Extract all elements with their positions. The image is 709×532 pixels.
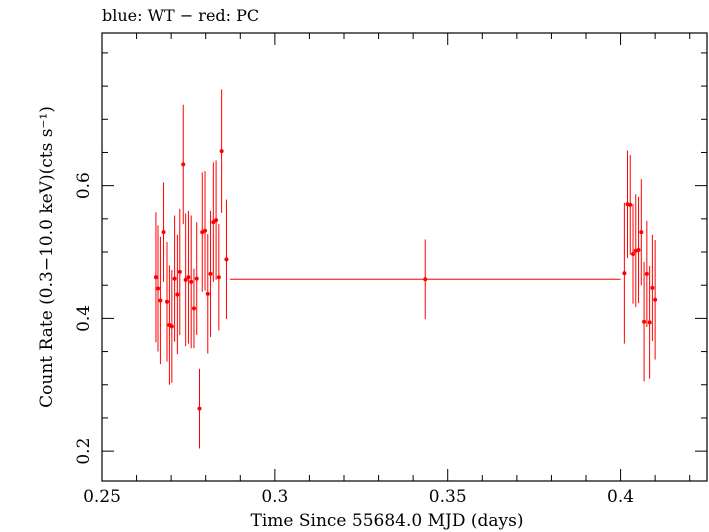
data-marker <box>158 298 163 303</box>
data-point <box>214 160 219 280</box>
data-point <box>639 179 644 286</box>
data-marker <box>153 275 158 280</box>
data-point <box>189 215 194 349</box>
x-tick-label: 0.3 <box>261 487 288 507</box>
data-marker <box>175 292 180 297</box>
data-point <box>203 171 208 291</box>
y-tick-label: 0.2 <box>74 438 94 465</box>
data-point <box>177 208 182 335</box>
data-point <box>622 202 627 344</box>
data-marker <box>181 162 186 167</box>
data-point <box>164 242 169 362</box>
data-marker <box>156 286 161 291</box>
data-point <box>644 220 649 328</box>
plot-frame <box>101 32 708 482</box>
data-marker <box>208 271 213 276</box>
data-point <box>631 204 636 304</box>
x-tick-label: 0.35 <box>429 487 467 507</box>
x-tick-label: 0.25 <box>83 487 121 507</box>
data-marker <box>172 276 177 281</box>
data-marker <box>205 291 210 296</box>
y-axis-label: Count Rate (0.3−10.0 keV)(cts s⁻¹) <box>37 106 57 408</box>
data-marker <box>177 269 182 274</box>
data-point <box>650 234 655 341</box>
data-point <box>653 240 658 360</box>
data-point <box>216 224 221 331</box>
x-tick-label: 0.4 <box>607 487 634 507</box>
data-marker <box>628 202 633 207</box>
data-marker <box>189 279 194 284</box>
data-point <box>208 210 213 337</box>
data-marker <box>631 252 636 257</box>
data-marker <box>653 297 658 302</box>
data-marker <box>214 218 219 223</box>
data-marker <box>219 149 224 154</box>
data-marker <box>169 324 174 329</box>
data-point <box>153 212 158 343</box>
y-tick-label: 0.4 <box>74 305 94 332</box>
data-marker <box>197 406 202 411</box>
data-marker <box>644 271 649 276</box>
data-point <box>183 213 188 347</box>
x-axis-label: Time Since 55684.0 MJD (days) <box>251 511 524 531</box>
data-marker <box>636 248 641 253</box>
data-marker <box>164 299 169 304</box>
data-marker <box>639 230 644 235</box>
data-point <box>181 104 186 225</box>
data-marker <box>186 275 191 280</box>
data-marker <box>211 220 216 225</box>
data-point <box>197 368 202 449</box>
data-marker <box>191 306 196 311</box>
data-point <box>161 182 166 282</box>
chart-title: blue: WT − red: PC <box>102 6 259 25</box>
data-marker <box>161 230 166 235</box>
data-point <box>156 225 161 352</box>
data-marker <box>216 275 221 280</box>
data-marker <box>642 319 647 324</box>
data-marker <box>647 320 652 325</box>
data-point <box>169 269 174 383</box>
data-point <box>194 222 199 335</box>
x-axis: 0.25 0.3 0.35 0.4 <box>83 33 691 507</box>
data-point <box>229 239 621 320</box>
data-series <box>153 89 658 449</box>
data-point <box>205 234 210 354</box>
data-point <box>186 210 191 344</box>
data-point <box>211 162 216 282</box>
data-marker <box>622 271 627 276</box>
data-point <box>175 234 180 355</box>
data-point <box>224 199 229 320</box>
y-axis: 0.2 0.4 0.6 <box>74 52 707 465</box>
data-point <box>191 268 196 349</box>
y-tick-label: 0.6 <box>74 172 94 199</box>
data-point <box>219 89 224 213</box>
data-point <box>636 196 641 304</box>
data-point <box>172 215 177 342</box>
data-marker <box>194 276 199 281</box>
data-point <box>642 261 647 382</box>
data-marker <box>650 285 655 290</box>
data-point <box>628 155 633 255</box>
data-marker <box>183 277 188 282</box>
data-point <box>158 236 163 365</box>
data-marker <box>423 277 428 282</box>
data-point <box>647 265 652 379</box>
data-marker <box>203 228 208 233</box>
data-marker <box>224 257 229 262</box>
